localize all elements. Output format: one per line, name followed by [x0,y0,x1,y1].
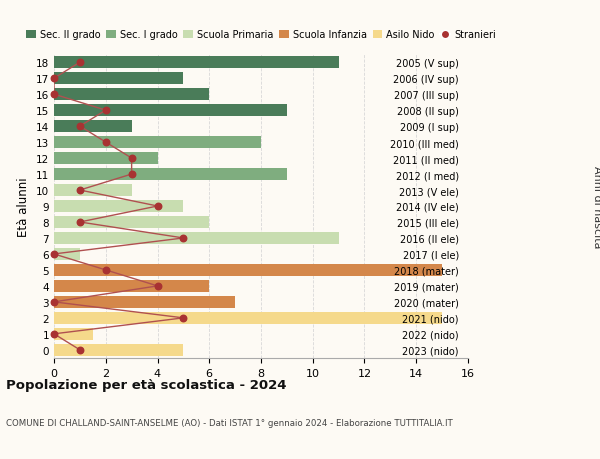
Bar [54,153,157,164]
Bar [54,313,442,324]
Bar [54,217,209,228]
Y-axis label: Età alunni: Età alunni [17,177,31,236]
Text: COMUNE DI CHALLAND-SAINT-ANSELME (AO) - Dati ISTAT 1° gennaio 2024 - Elaborazion: COMUNE DI CHALLAND-SAINT-ANSELME (AO) - … [6,418,453,427]
Point [101,267,110,274]
Bar [54,344,184,356]
Point [75,187,85,194]
Text: Anni di nascita: Anni di nascita [592,165,600,248]
Point [49,298,59,306]
Point [127,155,136,162]
Point [152,203,162,210]
Point [49,75,59,83]
Bar [54,201,184,213]
Bar [54,57,338,69]
Point [49,251,59,258]
Bar [54,185,131,196]
Point [152,283,162,290]
Bar [54,137,261,149]
Bar [54,89,209,101]
Bar [54,233,338,244]
Bar [54,105,287,117]
Point [179,314,188,322]
Text: Popolazione per età scolastica - 2024: Popolazione per età scolastica - 2024 [6,379,287,392]
Bar [54,264,442,276]
Bar [54,297,235,308]
Point [179,235,188,242]
Bar [54,328,93,340]
Point [75,123,85,130]
Point [75,59,85,67]
Point [49,91,59,99]
Point [49,330,59,338]
Point [101,139,110,146]
Point [75,347,85,354]
Bar [54,280,209,292]
Bar [54,73,184,85]
Legend: Sec. II grado, Sec. I grado, Scuola Primaria, Scuola Infanzia, Asilo Nido, Stran: Sec. II grado, Sec. I grado, Scuola Prim… [22,27,500,44]
Bar [54,121,131,133]
Point [75,219,85,226]
Point [101,107,110,115]
Point [127,171,136,179]
Bar [54,169,287,180]
Bar [54,249,80,260]
